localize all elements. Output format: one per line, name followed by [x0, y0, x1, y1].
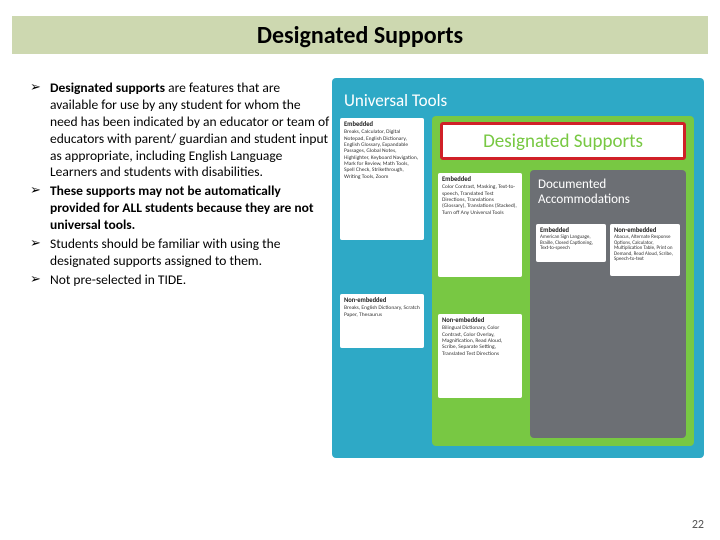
- designated-supports-label: Designated Supports: [483, 130, 643, 153]
- page-number: 22: [692, 518, 704, 532]
- bullet-marker: ➢: [30, 272, 50, 289]
- accommodations-label: Documented Accommodations: [538, 178, 680, 208]
- box-body: Bilingual Dictionary, Color Contrast, Co…: [442, 325, 518, 357]
- bullet-item: ➢ Students should be familiar with using…: [30, 236, 330, 270]
- box-heading: Embedded: [344, 121, 420, 128]
- box-body: Breaks, Calculator, Digital Notepad, Eng…: [344, 129, 420, 180]
- box-heading: Embedded: [442, 176, 518, 183]
- bullet-marker: ➢: [30, 80, 50, 97]
- designated-nonembedded-box: Non-embedded Bilingual Dictionary, Color…: [438, 314, 522, 398]
- bullet-text: Designated supports are features that ar…: [50, 80, 330, 181]
- bullet-text: Students should be familiar with using t…: [50, 236, 330, 270]
- accommodations-embedded-box: Embedded American Sign Language, Braille…: [536, 224, 606, 262]
- box-heading: Embedded: [540, 227, 602, 234]
- bullet-marker: ➢: [30, 183, 50, 200]
- universal-nonembedded-box: Non-embedded Breaks, English Dictionary,…: [340, 294, 424, 348]
- bullet-list: ➢ Designated supports are features that …: [30, 80, 330, 291]
- universal-embedded-box: Embedded Breaks, Calculator, Digital Not…: [340, 118, 424, 240]
- bullet-item: ➢ These supports may not be automaticall…: [30, 183, 330, 234]
- accommodations-panel: Documented Accommodations Embedded Ameri…: [530, 170, 686, 438]
- supports-diagram: Universal Tools Embedded Breaks, Calcula…: [332, 78, 704, 458]
- bullet-item: ➢ Not pre-selected in TIDE.: [30, 272, 330, 289]
- box-heading: Non-embedded: [614, 227, 676, 234]
- bullet-item: ➢ Designated supports are features that …: [30, 80, 330, 181]
- box-heading: Non-embedded: [344, 297, 420, 304]
- bullet-text: These supports may not be automatically …: [50, 183, 330, 234]
- slide-title: Designated Supports: [257, 21, 463, 50]
- bullet-marker: ➢: [30, 236, 50, 253]
- box-heading: Non-embedded: [442, 317, 518, 324]
- box-body: Color Contrast, Masking, Text-to-speech,…: [442, 184, 518, 216]
- designated-supports-header: Designated Supports: [440, 122, 686, 160]
- designated-embedded-box: Embedded Color Contrast, Masking, Text-t…: [438, 173, 522, 277]
- box-body: Abacus, Alternate Response Options, Calc…: [614, 235, 676, 263]
- box-body: Breaks, English Dictionary, Scratch Pape…: [344, 305, 420, 318]
- title-bar: Designated Supports: [12, 16, 708, 54]
- bullet-text: Not pre-selected in TIDE.: [50, 272, 330, 289]
- universal-tools-label: Universal Tools: [344, 90, 447, 111]
- box-body: American Sign Language, Braille, Closed …: [540, 235, 602, 252]
- accommodations-nonembedded-box: Non-embedded Abacus, Alternate Response …: [610, 224, 680, 276]
- designated-supports-panel: Designated Supports Embedded Color Contr…: [432, 116, 694, 446]
